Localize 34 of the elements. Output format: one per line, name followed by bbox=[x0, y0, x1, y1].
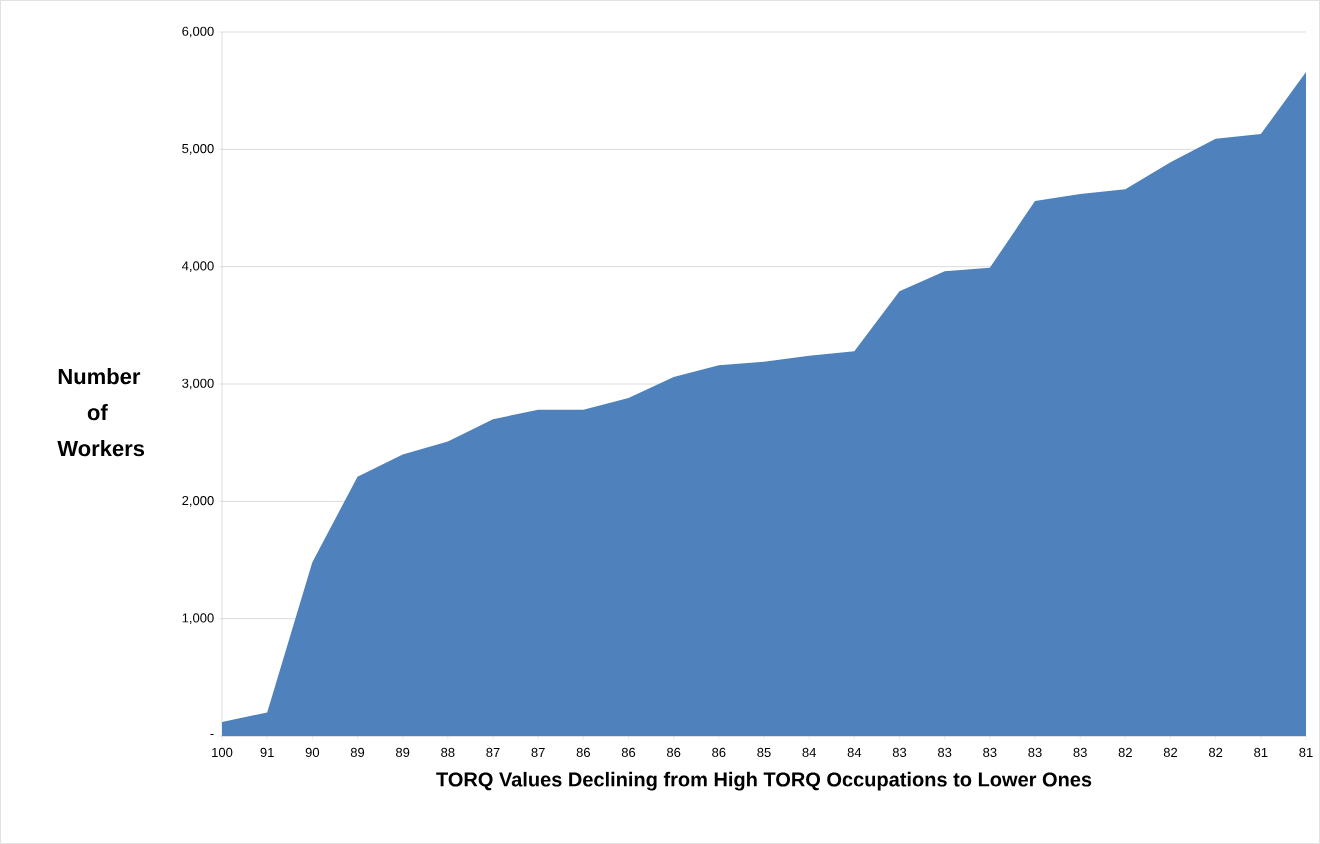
x-axis-title: TORQ Values Declining from High TORQ Occupations to Lower Ones bbox=[436, 771, 1092, 791]
y-tick-label: 2,000 bbox=[182, 495, 214, 507]
x-tick-label: 87 bbox=[531, 747, 545, 757]
x-tick-label: 82 bbox=[1118, 747, 1132, 757]
x-tick-label: 89 bbox=[350, 747, 365, 757]
x-tick-label: 86 bbox=[712, 747, 726, 757]
y-tick-label: 5,000 bbox=[182, 143, 214, 155]
x-tick-label: 86 bbox=[576, 747, 590, 757]
x-tick-label: 84 bbox=[847, 747, 862, 757]
x-tick-label: 90 bbox=[305, 747, 320, 757]
x-tick-label: 84 bbox=[802, 747, 817, 757]
x-tick-label: 83 bbox=[892, 747, 907, 757]
y-tick-label: 6,000 bbox=[182, 26, 214, 38]
x-tick-label: 83 bbox=[1028, 747, 1042, 757]
x-tick-label: 81 bbox=[1299, 747, 1313, 757]
x-tick-label: 82 bbox=[1163, 747, 1178, 757]
x-tick-label: 89 bbox=[396, 747, 410, 757]
x-tick-label: 81 bbox=[1254, 747, 1268, 757]
x-tick-label: 88 bbox=[441, 747, 455, 757]
x-tick-label: 100 bbox=[212, 747, 233, 757]
y-tick-label: 3,000 bbox=[182, 378, 214, 390]
x-tick-label: 83 bbox=[1073, 747, 1087, 757]
x-tick-label: 86 bbox=[667, 747, 681, 757]
x-tick-label: 83 bbox=[938, 747, 952, 757]
y-tick-label: - bbox=[210, 734, 214, 736]
x-tick-label: 83 bbox=[983, 747, 997, 757]
x-tick-label: 87 bbox=[486, 747, 500, 757]
y-tick-label: 4,000 bbox=[181, 261, 214, 273]
x-tick-label: 82 bbox=[1209, 747, 1223, 757]
x-tick-label: 85 bbox=[757, 747, 771, 757]
x-tick-label: 91 bbox=[260, 747, 274, 757]
y-tick-label: 1,000 bbox=[182, 613, 214, 625]
y-axis-title: Number of Workers bbox=[57, 368, 145, 457]
x-tick-label: 86 bbox=[621, 747, 636, 757]
